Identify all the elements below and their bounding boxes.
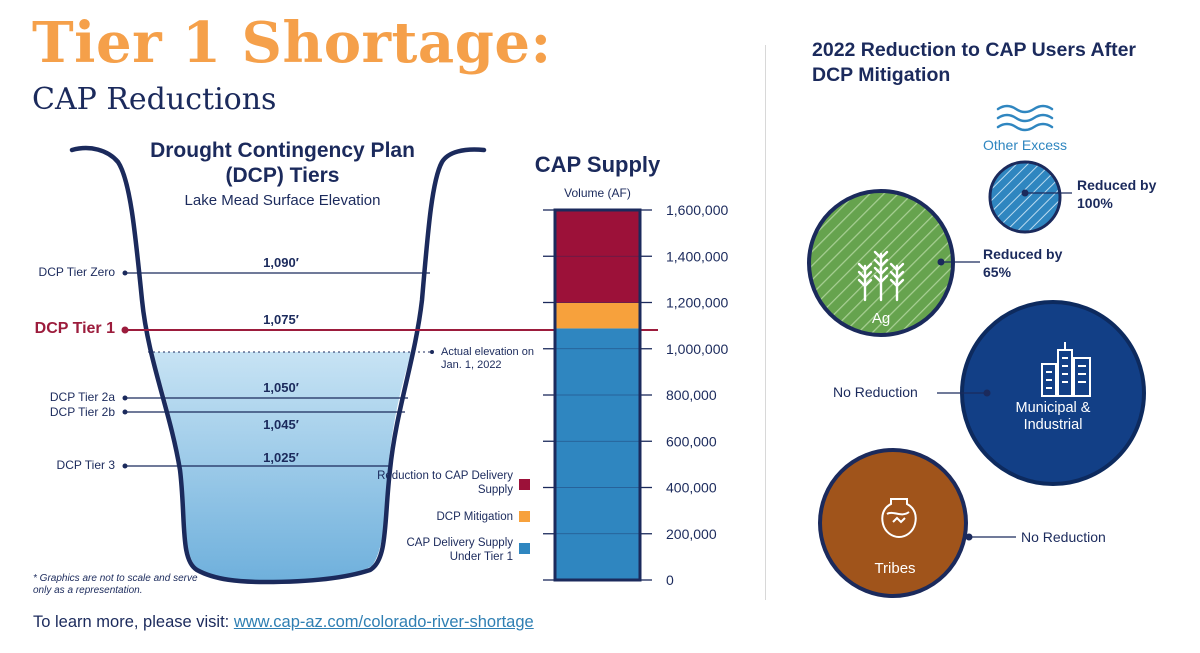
y-tick-label-3: 600,000 [666, 433, 717, 449]
tier-lines [121, 270, 658, 469]
tribes-label: Tribes [874, 560, 916, 577]
legend-delivery-swatch [519, 543, 530, 554]
actual-elevation-dot [430, 350, 434, 354]
panel-divider [765, 45, 766, 600]
y-tick-label-2: 400,000 [666, 480, 717, 496]
y-tick-label-0: 0 [666, 572, 674, 588]
legend-mitigation-label: DCP Mitigation [436, 511, 514, 523]
footnote: * Graphics are not to scale and serve on… [33, 573, 198, 596]
ag-label: Ag [871, 310, 891, 327]
ag-callout: Reduced by 65% [983, 246, 1063, 280]
legend-mitigation-swatch [519, 511, 530, 522]
other-excess-callout: Reduced by 100% [1077, 177, 1157, 211]
elevation-1050: 1,050′ [263, 380, 299, 395]
tier-3-dot [122, 463, 128, 469]
sub-title: CAP Reductions [32, 82, 277, 117]
bar-segment-0 [555, 328, 640, 580]
tier-2a-label: DCP Tier 2a [49, 390, 115, 404]
wheat-icon [857, 250, 905, 302]
tier-zero-label: DCP Tier Zero [38, 265, 115, 279]
tier-2b-label: DCP Tier 2b [49, 405, 115, 419]
bar-segment-1 [555, 302, 640, 329]
y-tick-label-1: 200,000 [666, 526, 717, 542]
legend-reduction-label: Reduction to CAP Delivery Supply [377, 470, 513, 496]
y-tick-label-5: 1,000,000 [666, 341, 728, 357]
right-panel-heading: 2022 Reduction to CAP Users After DCP Mi… [812, 39, 1137, 86]
tier-2a-dot [122, 395, 128, 401]
y-tick-label-8: 1,600,000 [666, 202, 728, 218]
elevation-1025: 1,025′ [263, 450, 299, 465]
other-excess-label: Other Excess [982, 137, 1068, 153]
elevation-1045: 1,045′ [263, 417, 299, 432]
tier-1-label: DCP Tier 1 [34, 320, 115, 337]
tier-2b-dot [122, 409, 128, 415]
dcp-heading: Drought Contingency Plan (DCP) Tiers [150, 139, 415, 187]
cap-supply-chart: 0 200,000 400,000 600,000 800,000 1,000,000 1,… [543, 202, 728, 588]
learn-more-link[interactable]: www.cap-az.com/colorado-river-shortage [233, 613, 534, 631]
chart-ylabel: Volume (AF) [564, 186, 631, 200]
municipal-callout: No Reduction [833, 384, 918, 400]
other-excess-circle [988, 160, 1062, 234]
y-tick-label-7: 1,400,000 [666, 248, 728, 264]
municipal-label: Municipal & Industrial [1015, 400, 1091, 433]
elevation-1090: 1,090′ [263, 255, 299, 270]
callout-lines [937, 189, 1072, 541]
learn-more-text: To learn more, please visit: www.cap-az.… [33, 613, 534, 632]
reservoir-graphic [69, 145, 658, 585]
tier-3-label: DCP Tier 3 [56, 458, 115, 472]
legend-reduction-swatch [519, 479, 530, 490]
tribes-callout: No Reduction [1021, 529, 1106, 545]
y-tick-label-4: 800,000 [666, 387, 717, 403]
city-buildings-icon [1041, 342, 1091, 397]
learn-more-prefix: To learn more, please visit: [33, 613, 234, 631]
municipal-circle [960, 300, 1146, 486]
tribes-circle [818, 448, 968, 598]
pottery-icon [881, 498, 917, 539]
elevation-1075: 1,075′ [263, 312, 299, 327]
legend-delivery-label: CAP Delivery Supply Under Tier 1 [406, 537, 513, 563]
chart-title: CAP Supply [534, 152, 661, 177]
waves-icon [996, 104, 1054, 132]
actual-elevation-label: Actual elevation on Jan. 1, 2022 [441, 346, 534, 371]
y-tick-label-6: 1,200,000 [666, 295, 728, 311]
tier-zero-dot [122, 270, 128, 276]
dcp-subheading: Lake Mead Surface Elevation [184, 192, 381, 209]
main-title: Tier 1 Shortage: [32, 10, 552, 76]
tier-1-dot [121, 326, 129, 334]
reservoir-outline [69, 145, 487, 585]
